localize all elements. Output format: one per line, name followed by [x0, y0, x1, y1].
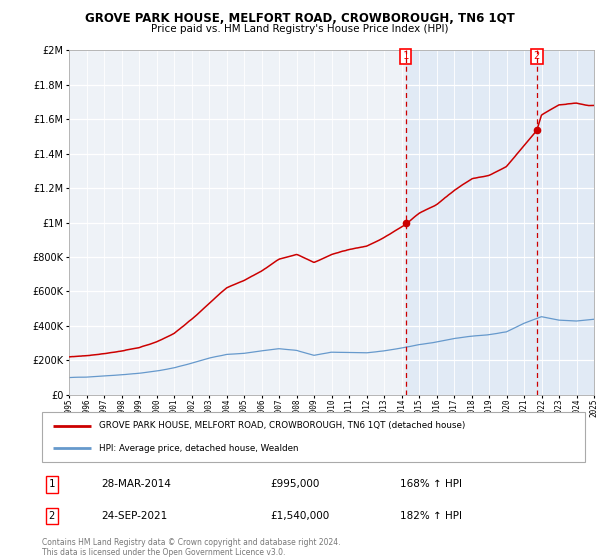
Text: £995,000: £995,000 [270, 479, 319, 489]
Text: GROVE PARK HOUSE, MELFORT ROAD, CROWBOROUGH, TN6 1QT (detached house): GROVE PARK HOUSE, MELFORT ROAD, CROWBORO… [99, 421, 466, 430]
Text: Contains HM Land Registry data © Crown copyright and database right 2024.
This d: Contains HM Land Registry data © Crown c… [42, 538, 341, 557]
Text: 2: 2 [49, 511, 55, 521]
Text: Price paid vs. HM Land Registry's House Price Index (HPI): Price paid vs. HM Land Registry's House … [151, 24, 449, 34]
Text: 168% ↑ HPI: 168% ↑ HPI [400, 479, 463, 489]
Text: 24-SEP-2021: 24-SEP-2021 [102, 511, 168, 521]
Text: 28-MAR-2014: 28-MAR-2014 [102, 479, 172, 489]
Bar [406, 50, 594, 395]
Text: 1: 1 [403, 52, 409, 62]
Text: HPI: Average price, detached house, Wealden: HPI: Average price, detached house, Weal… [99, 444, 299, 453]
Text: £1,540,000: £1,540,000 [270, 511, 329, 521]
Text: 182% ↑ HPI: 182% ↑ HPI [400, 511, 463, 521]
Text: 2: 2 [533, 52, 540, 62]
Text: GROVE PARK HOUSE, MELFORT ROAD, CROWBOROUGH, TN6 1QT: GROVE PARK HOUSE, MELFORT ROAD, CROWBORO… [85, 12, 515, 25]
Text: 1: 1 [49, 479, 55, 489]
